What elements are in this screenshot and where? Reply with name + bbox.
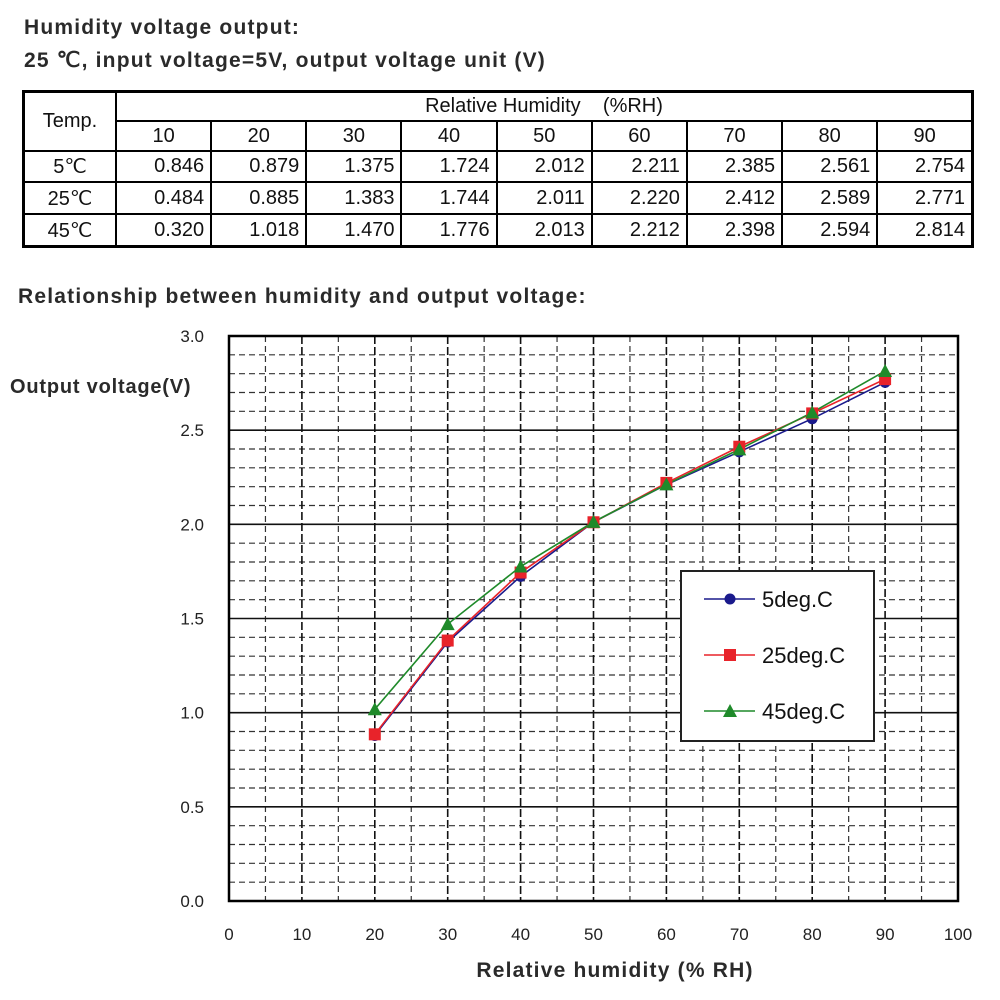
- table-cell: 2.220: [590, 181, 688, 216]
- y-tick-label: 1.0: [180, 704, 204, 723]
- x-tick-label: 90: [876, 925, 895, 944]
- section-title: Relationship between humidity and output…: [18, 285, 587, 308]
- y-tick-label: 0.0: [180, 892, 204, 911]
- table-cell: 2.398: [685, 213, 784, 248]
- table-cell: 2.013: [495, 213, 593, 248]
- y-tick-label: 1.5: [180, 610, 204, 629]
- legend-label: 25deg.C: [762, 643, 845, 668]
- page-title: Humidity voltage output:: [24, 16, 301, 39]
- x-tick-label: 10: [292, 925, 311, 944]
- table-cell: 2.211: [590, 149, 688, 184]
- data-point: [368, 728, 381, 741]
- table-cell: 2.011: [495, 181, 593, 216]
- chart-legend: 5deg.C 25deg.C 45deg.C: [680, 570, 875, 742]
- chart-axes: 0 10 20 30 40 50 60 70 80 90 100 0.0 0.5 1.0 1.5 2.0 2.5…: [180, 327, 972, 944]
- table-cell: 0.885: [210, 181, 308, 216]
- table-cell: 1.470: [305, 213, 403, 248]
- table-cell: 0.320: [114, 213, 213, 248]
- column-header: 70: [685, 120, 784, 152]
- table-cell: 0.846: [114, 149, 213, 184]
- y-tick-label: 2.5: [180, 421, 204, 440]
- temp-header: Temp.: [22, 90, 117, 152]
- humidity-voltage-chart: 0 10 20 30 40 50 60 70 80 90 100 0.0 0.5 1.0 1.5 2.0 2.5…: [10, 327, 972, 982]
- x-tick-label: 80: [803, 925, 822, 944]
- data-point: [723, 704, 737, 717]
- data-point: [513, 559, 528, 573]
- legend-label: 5deg.C: [762, 587, 833, 612]
- table-cell: 2.012: [495, 149, 593, 184]
- chart-series: [367, 364, 893, 741]
- table-cell: 2.754: [876, 149, 974, 184]
- column-header: 30: [305, 120, 403, 152]
- x-tick-label: 30: [438, 925, 457, 944]
- table-cell: 2.561: [781, 149, 879, 184]
- table-cell: 2.594: [781, 213, 879, 248]
- x-tick-label: 70: [730, 925, 749, 944]
- humidity-group-header: Relative Humidity (%RH): [115, 90, 974, 123]
- row-label: 45℃: [22, 213, 117, 248]
- y-axis-label: Output voltage(V): [10, 376, 191, 398]
- table-cell: 2.412: [685, 181, 784, 216]
- table-cell: 1.375: [305, 149, 403, 184]
- x-tick-label: 100: [944, 925, 972, 944]
- column-header: 80: [781, 120, 879, 152]
- data-point: [367, 702, 382, 716]
- table-cell: 0.879: [210, 149, 308, 184]
- voltage-table: Temp. Relative Humidity (%RH) 10 20 30 4…: [22, 90, 974, 248]
- table-cell: 1.744: [400, 181, 498, 216]
- table-cell: 2.771: [876, 181, 974, 216]
- row-label: 25℃: [22, 181, 117, 216]
- table-cell: 1.383: [305, 181, 403, 216]
- y-tick-label: 2.0: [180, 515, 204, 534]
- table-cell: 1.724: [400, 149, 498, 184]
- x-tick-label: 40: [511, 925, 530, 944]
- data-point: [440, 617, 455, 631]
- data-point: [732, 442, 747, 456]
- column-header: 60: [590, 120, 688, 152]
- x-tick-label: 60: [657, 925, 676, 944]
- legend-label: 45deg.C: [762, 699, 845, 724]
- table-cell: 1.776: [400, 213, 498, 248]
- chart-grid: [229, 336, 958, 901]
- table-cell: 0.484: [114, 181, 213, 216]
- table-cell: 2.814: [876, 213, 974, 248]
- data-point: [805, 405, 820, 419]
- column-header: 40: [400, 120, 498, 152]
- column-header: 20: [210, 120, 308, 152]
- table-cell: 2.385: [685, 149, 784, 184]
- table-row: 45℃ 0.320 1.018 1.470 1.776 2.013 2.212 …: [22, 213, 974, 248]
- data-point: [878, 364, 893, 378]
- y-tick-label: 3.0: [180, 327, 204, 346]
- data-point: [586, 514, 601, 528]
- table-cell: 1.018: [210, 213, 308, 248]
- table-row: 25℃ 0.484 0.885 1.383 1.744 2.011 2.220 …: [22, 181, 974, 216]
- x-tick-label: 50: [584, 925, 603, 944]
- data-point: [724, 649, 736, 661]
- data-point: [724, 593, 736, 605]
- x-tick-label: 20: [365, 925, 384, 944]
- y-tick-label: 0.5: [180, 798, 204, 817]
- series-line: [374, 370, 886, 710]
- column-header: 10: [114, 120, 213, 152]
- x-tick-label: 0: [224, 925, 233, 944]
- data-point: [441, 634, 454, 647]
- row-label: 5℃: [22, 149, 117, 184]
- x-axis-label: Relative humidity (% RH): [476, 959, 753, 982]
- plot-frame: [227, 334, 960, 903]
- table-header-row: Temp. Relative Humidity (%RH): [22, 90, 974, 152]
- column-header: 50: [495, 120, 593, 152]
- page-subtitle: 25 ℃, input voltage=5V, output voltage u…: [24, 49, 546, 72]
- table-column-row: 10 20 30 40 50 60 70 80 90: [24, 120, 974, 152]
- table-cell: 2.589: [781, 181, 879, 216]
- column-header: 90: [876, 120, 974, 152]
- table-cell: 2.212: [590, 213, 688, 248]
- data-point: [659, 477, 674, 491]
- table-row: 5℃ 0.846 0.879 1.375 1.724 2.012 2.211 2…: [22, 149, 974, 184]
